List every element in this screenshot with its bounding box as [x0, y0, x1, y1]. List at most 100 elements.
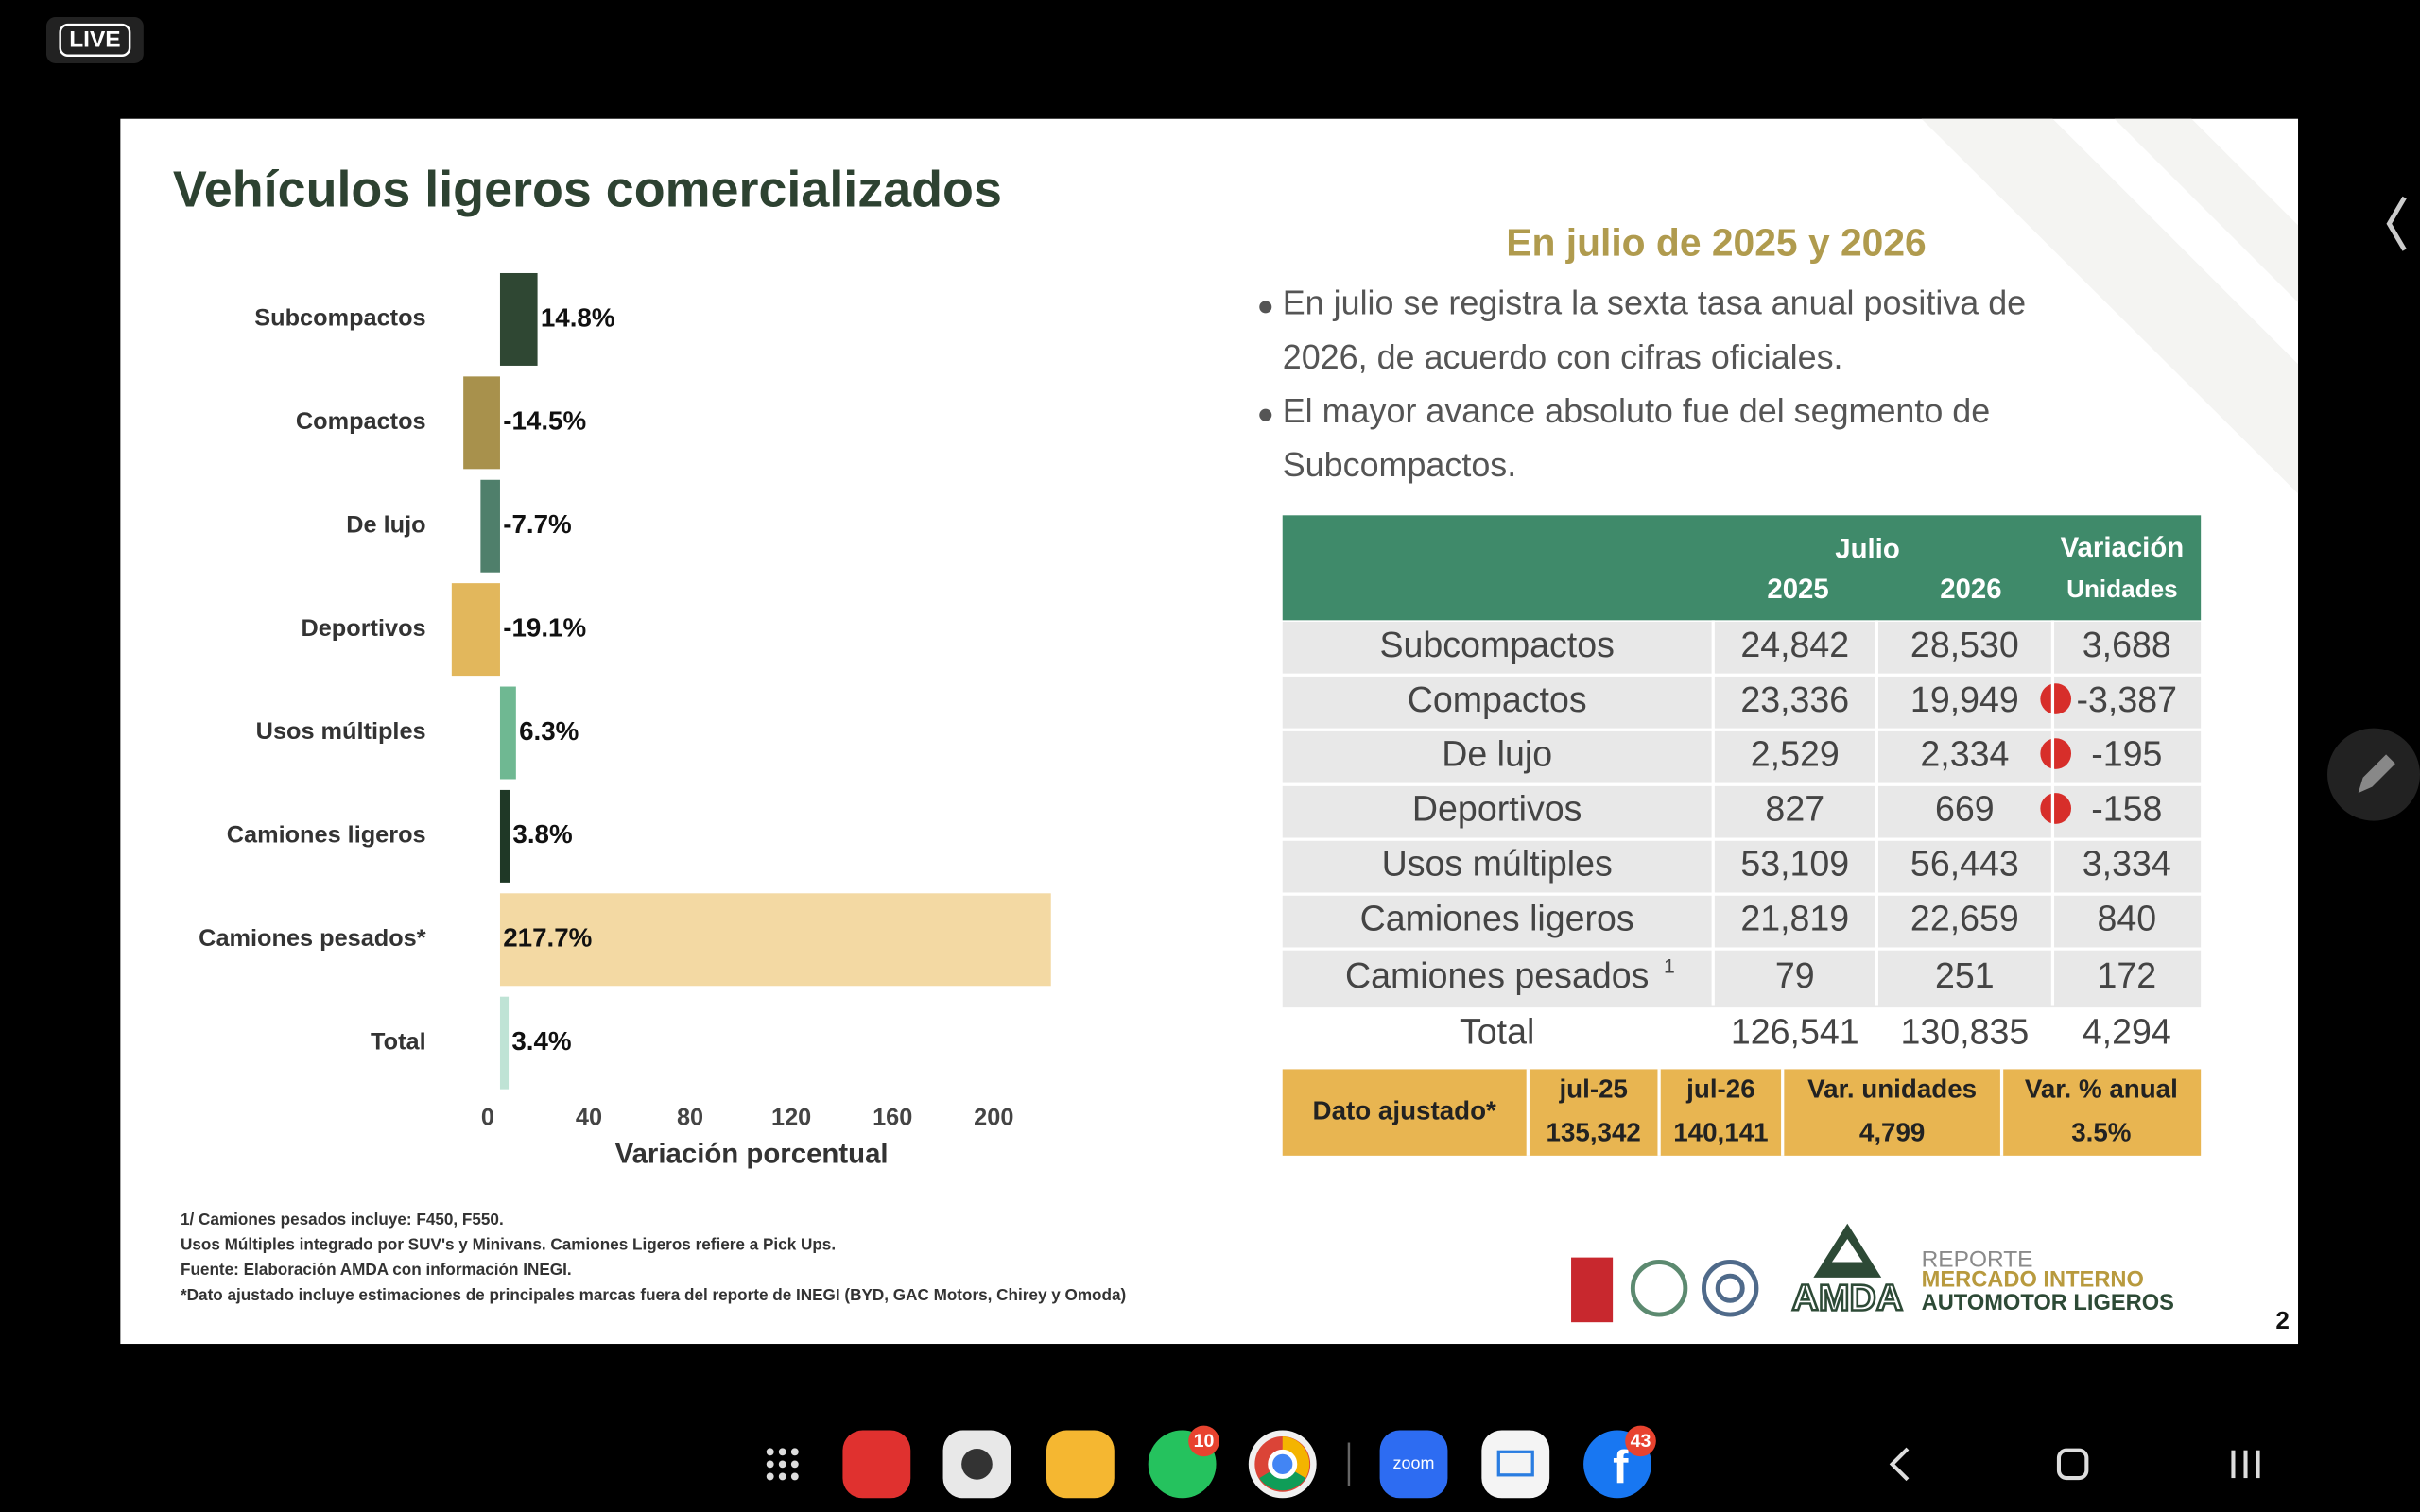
- value-label: 3.4%: [511, 1026, 571, 1056]
- table-header: [1282, 515, 2202, 621]
- back-button[interactable]: [1889, 1447, 1910, 1482]
- zoom-app[interactable]: [1379, 1430, 1448, 1499]
- camera-lens: [961, 1449, 993, 1480]
- recents-button[interactable]: [2231, 1450, 2260, 1479]
- bar: [451, 583, 500, 677]
- adjusted-cell: 135,342: [1547, 1117, 1641, 1146]
- badge-count: 43: [1631, 1431, 1651, 1452]
- bar: [499, 893, 1051, 987]
- bar: [480, 479, 500, 573]
- grid-dot: [790, 1460, 799, 1469]
- bullet-text: 2026, de acuerdo con cifras oficiales.: [1283, 337, 1843, 376]
- value-label: -7.7%: [503, 509, 572, 539]
- category-label: Compactos: [296, 408, 426, 435]
- table-cell: 4,294: [2083, 1012, 2171, 1052]
- table-cell: 79: [1775, 955, 1815, 995]
- bullets: En julio se registra la sexta tasa anual…: [1259, 284, 2026, 484]
- x-axis-title: Variación porcentual: [615, 1139, 889, 1170]
- table-cell: 827: [1765, 789, 1824, 829]
- row-label: De lujo: [1442, 734, 1552, 774]
- chrome-center: [1268, 1449, 1298, 1479]
- table-cell: -158: [2091, 789, 2162, 829]
- header-cell: 2025: [1767, 574, 1828, 605]
- notification-badge: [1625, 1425, 1656, 1457]
- bullet-text: El mayor avance absoluto fue del segment…: [1283, 391, 1991, 430]
- table-cell: 23,336: [1740, 679, 1849, 719]
- email-app[interactable]: [1481, 1430, 1550, 1499]
- side-panel-handle[interactable]: [2386, 196, 2407, 251]
- bar: [499, 272, 538, 366]
- slide-decoration: [1921, 118, 2299, 494]
- table-cell: 19,949: [1910, 679, 2019, 719]
- grid-dot: [778, 1472, 786, 1481]
- table-cell: 22,659: [1910, 899, 2019, 938]
- apps-grid[interactable]: [766, 1448, 799, 1481]
- x-tick-label: 120: [771, 1104, 811, 1130]
- grid-dot: [766, 1460, 774, 1469]
- table-cell: 126,541: [1731, 1012, 1859, 1052]
- amda-logo: AMDA: [1792, 1279, 1904, 1319]
- table-cell: 28,530: [1910, 625, 2019, 664]
- grid-dot: [766, 1472, 774, 1481]
- amda-mountain: [1831, 1239, 1863, 1263]
- table-cell: 669: [1935, 789, 1995, 829]
- x-tick-label: 80: [677, 1104, 703, 1130]
- table-row: [1282, 840, 2202, 893]
- footnote: 1/ Camiones pesados incluye: F450, F550.: [181, 1210, 504, 1228]
- bullet-text: En julio se registra la sexta tasa anual…: [1283, 284, 2026, 322]
- footnotes: 1/ Camiones pesados incluye: F450, F550.…: [181, 1210, 1126, 1304]
- table-cell: 56,443: [1910, 844, 2019, 884]
- slide-subtitle: En julio de 2025 y 2026: [1506, 220, 1926, 264]
- table-cell: 251: [1935, 955, 1995, 995]
- value-label: 3.8%: [512, 819, 572, 849]
- table-row: [1282, 950, 2202, 1008]
- cert-logo: [1630, 1260, 1688, 1317]
- table-cell: -195: [2091, 734, 2162, 774]
- x-tick-label: 200: [974, 1104, 1013, 1130]
- adjusted-cell: Var. % anual: [2025, 1074, 2178, 1104]
- header-cell: Variación: [2061, 532, 2185, 563]
- table-cell: 24,842: [1740, 625, 1849, 664]
- page-number: 2: [2275, 1306, 2290, 1334]
- brand-line: AUTOMOTOR LIGEROS: [1922, 1291, 2174, 1315]
- home-button[interactable]: [2056, 1448, 2089, 1481]
- row-label: Deportivos: [1412, 789, 1582, 829]
- header-cell: 2026: [1940, 574, 2001, 605]
- table-cell: 2,529: [1751, 734, 1840, 774]
- bar: [499, 789, 510, 883]
- footnote: *Dato ajustado incluye estimaciones de p…: [181, 1285, 1126, 1304]
- header-cell: Unidades: [2066, 575, 2178, 603]
- adjusted-cell: Var. unidades: [1807, 1074, 1977, 1104]
- bar-chart: Subcompactos 14.8% Compactos -14.5% De lujo -…: [199, 272, 1051, 1170]
- category-label: De lujo: [346, 511, 425, 538]
- table-cell: 2,334: [1920, 734, 2009, 774]
- grid-dot: [766, 1448, 774, 1456]
- cert-logo: [1715, 1273, 1745, 1303]
- header-cell: Julio: [1835, 534, 1900, 565]
- table-cell: 53,109: [1740, 844, 1849, 884]
- grid-dot: [778, 1460, 786, 1469]
- bar: [499, 686, 516, 780]
- row-label: Total: [1460, 1012, 1534, 1052]
- footnote-ref: 1: [1664, 955, 1675, 977]
- table-cell: 21,819: [1740, 899, 1849, 938]
- category-label: Deportivos: [301, 615, 425, 642]
- brand-line: REPORTE: [1922, 1246, 2033, 1272]
- facebook-glyph: f: [1613, 1442, 1629, 1493]
- category-label: Total: [371, 1028, 426, 1055]
- row-label: Subcompactos: [1379, 625, 1614, 664]
- cert-logo: [1702, 1260, 1759, 1317]
- row-label: Compactos: [1408, 679, 1587, 719]
- notes-app[interactable]: [842, 1430, 911, 1499]
- adjusted-cell: 4,799: [1859, 1117, 1925, 1146]
- brand-line: MERCADO INTERNO: [1922, 1267, 2144, 1292]
- x-tick-label: 40: [576, 1104, 602, 1130]
- adjusted-label: Dato ajustado*: [1313, 1095, 1496, 1125]
- value-label: 217.7%: [503, 923, 592, 953]
- files-app[interactable]: [1046, 1430, 1115, 1499]
- table-cell: -3,387: [2077, 679, 2177, 719]
- adjusted-cell: 3.5%: [2071, 1117, 2131, 1146]
- category-label: Subcompactos: [254, 305, 425, 332]
